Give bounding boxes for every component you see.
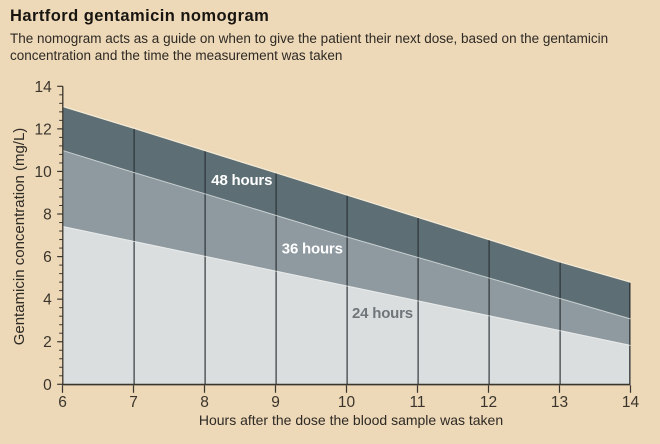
svg-text:Gentamicin concentration (mg/L: Gentamicin concentration (mg/L) xyxy=(11,128,28,346)
svg-text:11: 11 xyxy=(409,394,425,411)
svg-text:4: 4 xyxy=(43,292,52,309)
svg-text:2: 2 xyxy=(43,334,52,351)
svg-text:0: 0 xyxy=(43,377,52,394)
svg-text:Hours after the dose the blood: Hours after the dose the blood sample wa… xyxy=(199,412,503,428)
svg-text:13: 13 xyxy=(551,394,568,411)
svg-text:8: 8 xyxy=(43,207,52,224)
svg-text:10: 10 xyxy=(338,394,356,411)
svg-text:8: 8 xyxy=(200,394,209,411)
svg-text:6: 6 xyxy=(43,249,52,266)
svg-text:9: 9 xyxy=(271,394,280,411)
svg-text:7: 7 xyxy=(129,394,138,411)
svg-text:6: 6 xyxy=(58,394,67,411)
svg-text:14: 14 xyxy=(622,394,640,411)
svg-text:14: 14 xyxy=(35,79,53,96)
svg-text:36 hours: 36 hours xyxy=(282,241,343,258)
svg-text:24 hours: 24 hours xyxy=(352,305,413,322)
svg-text:10: 10 xyxy=(35,164,53,181)
svg-text:48 hours: 48 hours xyxy=(211,172,272,189)
svg-text:12: 12 xyxy=(480,394,497,411)
svg-text:12: 12 xyxy=(35,121,52,138)
